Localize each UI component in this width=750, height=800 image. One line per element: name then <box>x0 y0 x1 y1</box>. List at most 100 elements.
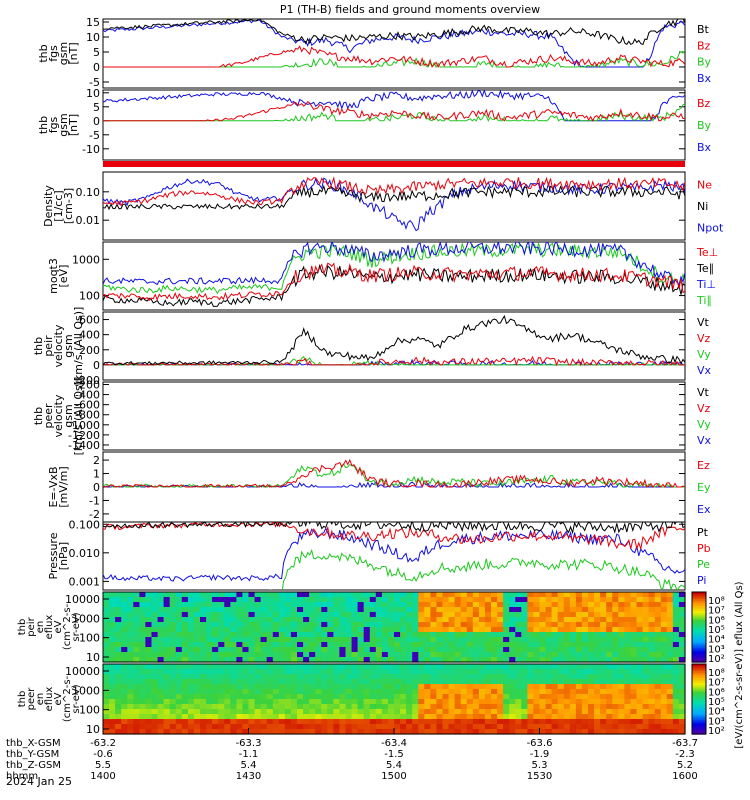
spectrogram-cell <box>466 664 474 670</box>
spectrogram-cell <box>533 627 541 633</box>
spectrogram-cell <box>515 652 522 658</box>
spectrogram-cell <box>309 699 316 705</box>
spectrogram-cell <box>375 709 383 715</box>
spectrogram-cell <box>581 684 589 690</box>
spectrogram-cell <box>254 674 262 680</box>
spectrogram-panels: 10000100010010thbpeirenefluxeV(cm^2-s-sr… <box>17 581 745 748</box>
spectrogram-cell <box>212 617 219 623</box>
spectrogram-cell <box>109 612 116 618</box>
spectrogram-cell <box>121 602 128 608</box>
spectrogram-cell <box>515 647 522 653</box>
spectrogram-cell <box>363 597 371 603</box>
spectrogram-cell <box>133 627 140 633</box>
spectrogram-cell <box>351 647 359 653</box>
spectrogram-cell <box>563 612 571 618</box>
spectrogram-cell <box>557 652 565 658</box>
spectrogram-cell <box>339 607 347 613</box>
spectrogram-cell <box>660 607 668 613</box>
series-group <box>103 242 685 307</box>
spectrogram-cell <box>442 617 450 623</box>
spectrogram-cell <box>351 617 359 623</box>
spectrogram-cell <box>236 709 244 715</box>
spectrogram-cell <box>260 724 268 730</box>
spectrogram-cell <box>145 602 153 608</box>
spectrogram-cell <box>666 724 674 730</box>
spectrogram-cell <box>533 679 541 685</box>
spectrogram-cell <box>381 617 389 623</box>
spectrogram-cell <box>575 724 583 730</box>
spectrogram-cell <box>248 714 256 720</box>
spectrogram-cell <box>297 684 304 690</box>
spectrogram-cell <box>272 729 280 735</box>
spectrogram-cell <box>654 647 662 653</box>
spectrogram-cell <box>163 642 171 648</box>
spectrogram-cell <box>206 617 213 623</box>
spectrogram-cell <box>115 684 122 690</box>
spectrogram-cell <box>533 592 541 598</box>
spectrogram-cell <box>297 647 304 653</box>
spectrogram-cell <box>169 699 177 705</box>
spectrogram-cell <box>260 679 268 685</box>
spectrogram-cell <box>436 729 444 735</box>
spectrogram-cell <box>278 674 286 680</box>
colorbar-cell <box>692 692 706 695</box>
spectrogram-cell <box>612 657 619 663</box>
spectrogram-cell <box>163 729 171 735</box>
spectrogram-cell <box>297 612 304 618</box>
spectrogram-cell <box>260 597 268 603</box>
spectrogram-cell <box>624 642 632 648</box>
spectrogram-cell <box>563 719 571 725</box>
spectrogram-cell <box>206 679 213 685</box>
spectrogram-cell <box>497 684 504 690</box>
colorbar-cell <box>692 716 706 719</box>
spectrogram-cell <box>121 637 128 643</box>
spectrogram-cell <box>115 642 122 648</box>
spectrogram-cell <box>272 724 280 730</box>
spectrogram-cell <box>212 607 219 613</box>
spectrogram-cell <box>163 714 171 720</box>
spectrogram-cell <box>151 637 159 643</box>
spectrogram-cell <box>157 637 165 643</box>
spectrogram-cell <box>557 657 565 663</box>
spectrogram-cell <box>521 597 528 603</box>
spectrogram-cell <box>460 729 468 735</box>
spectrogram-cell <box>297 729 304 735</box>
spectrogram-cell <box>315 597 322 603</box>
spectrogram-cell <box>145 627 153 633</box>
spectrogram-cell <box>248 669 256 675</box>
spectrogram-cell <box>272 652 280 658</box>
spectrogram-cell <box>181 704 189 710</box>
spectrogram-cell <box>181 607 189 613</box>
spectrogram-cell <box>193 714 201 720</box>
spectrogram-cell <box>497 597 504 603</box>
spectrogram-cell <box>369 632 377 638</box>
spectrogram-cell <box>484 709 492 715</box>
spectrogram-cell <box>284 669 292 675</box>
spectrogram-cell <box>200 704 207 710</box>
spectrogram-cell <box>660 647 668 653</box>
spectrogram-cell <box>612 612 619 618</box>
line-panels: 151050-5thbfgsgsm[nT]BtBzByBx1050-5-10th… <box>32 16 724 591</box>
spectrogram-cell <box>224 664 231 670</box>
spectrogram-cell <box>660 627 668 633</box>
spectrogram-cell <box>515 729 522 735</box>
spectrogram-cell <box>588 617 595 623</box>
spectrogram-cell <box>369 674 377 680</box>
spectrogram-cell <box>557 627 565 633</box>
spectrogram-cell <box>193 627 201 633</box>
spectrogram-cell <box>563 607 571 613</box>
spectrogram-cell <box>236 719 244 725</box>
spectrogram-cell <box>206 647 213 653</box>
spectrogram-cell <box>369 719 377 725</box>
spectrogram-cell <box>660 612 668 618</box>
spectrogram-cell <box>497 602 504 608</box>
spectrogram-cell <box>103 684 110 690</box>
spectrogram-cell <box>266 617 274 623</box>
spectrogram-cell <box>430 592 438 598</box>
colorbar-cell <box>692 600 706 604</box>
spectrogram-cell <box>436 679 444 685</box>
spectrogram-cell <box>678 657 686 663</box>
spectrogram-cell <box>594 729 601 735</box>
spectrogram-cell <box>424 724 431 730</box>
spectrogram-cell <box>478 704 486 710</box>
